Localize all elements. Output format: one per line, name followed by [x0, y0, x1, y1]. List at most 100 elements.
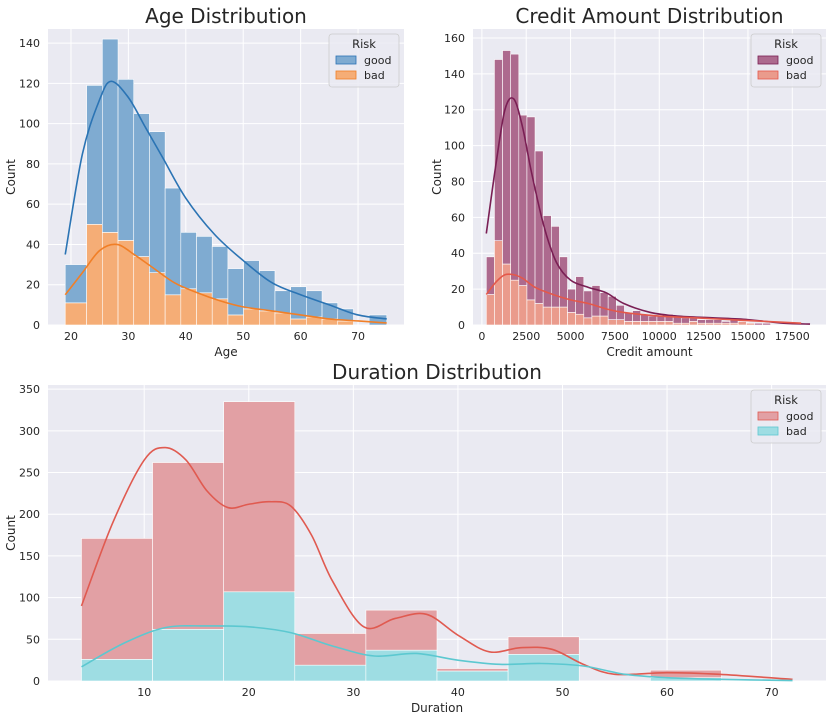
- age-bar-bad: [164, 294, 182, 326]
- age-legend-swatch-bad: [335, 70, 357, 80]
- credit-y-tick-label: 80: [451, 175, 465, 188]
- duration-x-tick-label: 20: [242, 686, 256, 699]
- credit-y-tick-label: 40: [451, 247, 465, 260]
- credit-bar-bad: [550, 306, 560, 326]
- age-bar-good: [227, 268, 244, 316]
- credit-bar-bad: [583, 317, 593, 326]
- credit-x-tick-label: 5000: [557, 330, 585, 343]
- credit-bar-good: [697, 319, 706, 324]
- credit-bar-bad: [567, 312, 576, 326]
- credit-title: Credit Amount Distribution: [515, 4, 783, 28]
- credit-bar-bad: [534, 303, 544, 326]
- age-bar-bad: [133, 256, 150, 326]
- credit-legend-title: Risk: [774, 37, 798, 51]
- credit-y-tick-label: 140: [444, 68, 465, 81]
- duration-x-tick-label: 40: [451, 686, 465, 699]
- duration-kde-bad: [81, 624, 793, 682]
- age-title: Age Distribution: [145, 4, 307, 28]
- age-y-tick-label: 120: [19, 77, 40, 90]
- duration-y-tick-label: 200: [19, 508, 40, 521]
- age-bar-good: [211, 246, 229, 300]
- duration-bar-good: [223, 401, 296, 593]
- age-x-tick-label: 60: [294, 330, 308, 343]
- age-bar-good: [117, 79, 135, 241]
- credit-bars: [486, 50, 771, 326]
- credit-bar-good: [648, 315, 658, 322]
- credit-bar-bad: [542, 306, 552, 326]
- duration-x-tick-label: 10: [137, 686, 151, 699]
- duration-bar-good: [436, 668, 509, 672]
- duration-chart: 10 20 30 40 50 60 70 0 50 100 150 200 250 300 350 Durat…: [4, 360, 826, 715]
- duration-legend-label-bad: bad: [786, 425, 807, 438]
- credit-bar-bad: [599, 315, 609, 326]
- age-y-tick-label: 140: [19, 37, 40, 50]
- age-bar-bad: [290, 318, 307, 326]
- duration-x-axis-label: Duration: [411, 701, 463, 715]
- duration-y-tick-label: 250: [19, 467, 40, 480]
- duration-legend-title: Risk: [774, 393, 798, 407]
- age-kde-bad: [64, 243, 387, 324]
- credit-bar-good: [721, 321, 731, 324]
- credit-y-axis-label: Count: [430, 159, 444, 195]
- duration-bar-bad: [152, 629, 224, 682]
- age-y-tick-label: 40: [26, 238, 40, 251]
- age-bar-bad: [243, 308, 260, 326]
- credit-bar-bad: [745, 322, 755, 326]
- credit-bar-good: [510, 53, 520, 281]
- credit-bar-good: [713, 319, 723, 324]
- credit-bar-bad: [518, 285, 528, 326]
- credit-legend: Risk good bad: [750, 33, 822, 88]
- credit-bar-bad: [689, 321, 698, 326]
- age-y-tick-label: 20: [26, 279, 40, 292]
- duration-bar-bad: [223, 591, 296, 682]
- duration-bar-good: [294, 633, 367, 666]
- credit-bar-bad: [526, 299, 536, 326]
- credit-bar-good: [534, 150, 544, 304]
- age-bar-good: [259, 270, 276, 312]
- age-bar-good: [86, 85, 103, 225]
- age-legend: Risk good bad: [328, 33, 400, 88]
- credit-grid: [473, 29, 826, 326]
- age-bar-good: [274, 290, 291, 314]
- duration-y-tick-label: 150: [19, 550, 40, 563]
- credit-bar-bad: [737, 321, 747, 326]
- age-x-tick-label: 20: [64, 330, 78, 343]
- duration-legend: Risk good bad: [750, 389, 822, 444]
- age-bars: [64, 38, 388, 326]
- age-kde-good: [64, 80, 387, 320]
- duration-bar-good: [507, 636, 580, 655]
- duration-x-tick-label: 60: [660, 686, 674, 699]
- age-bar-good: [133, 113, 150, 257]
- age-bar-bad: [259, 310, 276, 326]
- age-bar-bad: [337, 320, 354, 326]
- credit-bar-good: [526, 116, 536, 301]
- age-bar-good: [306, 290, 323, 318]
- duration-bar-bad: [81, 659, 153, 682]
- credit-bar-bad: [510, 279, 520, 326]
- duration-bar-good: [152, 462, 224, 630]
- credit-y-tick-label: 0: [458, 319, 465, 332]
- duration-bar-bad: [294, 664, 367, 682]
- duration-y-tick-label: 100: [19, 592, 40, 605]
- credit-bar-bad: [486, 294, 495, 326]
- duration-x-tick-label: 50: [555, 686, 569, 699]
- age-legend-title: Risk: [352, 37, 376, 51]
- age-chart: 20 30 40 50 60 70 0 20 40 60 80 100 120 140 Age Count Ag…: [4, 4, 404, 359]
- duration-legend-label-good: good: [786, 410, 813, 423]
- credit-x-tick-label: 12500: [686, 330, 721, 343]
- age-bar-bad: [86, 224, 103, 326]
- duration-bar-bad: [507, 654, 580, 682]
- age-x-axis-label: Age: [214, 345, 237, 359]
- credit-bar-bad: [648, 321, 658, 326]
- credit-legend-label-good: good: [786, 54, 813, 67]
- credit-y-tick-label: 160: [444, 32, 465, 45]
- duration-bar-bad: [365, 649, 438, 682]
- duration-legend-swatch-good: [757, 411, 779, 421]
- age-legend-swatch-good: [335, 55, 357, 65]
- credit-bar-bad: [632, 321, 641, 326]
- credit-x-axis-label: Credit amount: [606, 345, 692, 359]
- credit-legend-swatch-good: [757, 55, 779, 65]
- credit-x-tick-label: 17500: [775, 330, 810, 343]
- age-bar-bad: [149, 272, 166, 326]
